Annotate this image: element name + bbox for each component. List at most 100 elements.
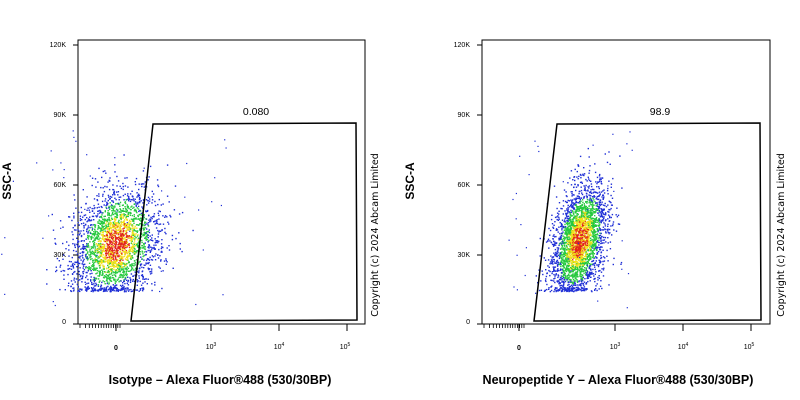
event-dot (565, 228, 567, 230)
event-dot (584, 220, 586, 223)
event-dot (561, 259, 563, 261)
event-dot (80, 223, 83, 225)
event-dot (92, 237, 94, 239)
event-dot (105, 228, 107, 230)
event-dot (125, 268, 127, 270)
event-dot (582, 284, 585, 286)
event-dot (584, 278, 586, 280)
event-dot (141, 245, 143, 247)
event-dot (584, 232, 586, 235)
event-dot (126, 274, 128, 277)
event-dot (89, 255, 91, 257)
event-dot (591, 241, 593, 244)
event-dot (135, 224, 138, 226)
event-dot (162, 215, 164, 217)
event-dot (576, 237, 578, 239)
event-dot (581, 225, 584, 227)
event-dot (562, 281, 565, 283)
event-dot (93, 207, 95, 210)
event-dot (149, 256, 151, 259)
event-dot (83, 268, 86, 271)
event-dot (586, 235, 588, 238)
event-dot (602, 249, 604, 251)
event-dot (114, 164, 116, 166)
event-dot (124, 238, 126, 241)
event-dot (120, 221, 123, 224)
event-dot (115, 253, 117, 255)
event-dot (105, 227, 107, 229)
event-dot (89, 248, 91, 250)
event-dot (154, 204, 157, 207)
event-dot (128, 237, 130, 239)
event-dot (125, 259, 128, 261)
event-dot (120, 211, 122, 214)
event-dot (113, 240, 115, 242)
event-dot (567, 284, 569, 286)
event-dot (138, 194, 141, 197)
event-dot (585, 238, 588, 240)
event-dot (112, 253, 114, 255)
event-dot (123, 276, 125, 278)
event-dot (112, 245, 114, 248)
event-dot (140, 274, 143, 277)
event-dot (155, 253, 157, 255)
event-dot (139, 213, 141, 216)
event-dot (122, 262, 124, 264)
event-dot (125, 256, 128, 259)
event-dot (126, 270, 128, 272)
event-dot (130, 238, 132, 240)
event-dot (115, 233, 118, 235)
event-dot (73, 289, 75, 291)
event-dot (110, 250, 113, 252)
event-dot (133, 243, 135, 246)
density-scatter (508, 131, 633, 309)
event-dot (151, 283, 153, 285)
event-dot (90, 220, 92, 222)
event-dot (112, 237, 114, 239)
event-dot (95, 243, 98, 245)
event-dot (581, 213, 583, 216)
event-dot (565, 233, 567, 235)
event-dot (580, 225, 582, 228)
event-dot (171, 234, 174, 237)
event-dot (590, 248, 592, 251)
event-dot (592, 273, 594, 275)
event-dot (108, 231, 111, 233)
event-dot (588, 169, 591, 172)
event-dot (99, 259, 102, 261)
event-dot (589, 226, 591, 228)
event-dot (122, 235, 124, 237)
event-dot (148, 198, 151, 200)
event-dot (136, 224, 138, 226)
event-dot (550, 255, 552, 257)
plot-frame (481, 39, 771, 325)
event-dot (140, 183, 143, 185)
event-dot (125, 251, 127, 254)
event-dot (571, 202, 574, 204)
event-dot (552, 266, 554, 268)
event-dot (554, 248, 557, 251)
event-dot (79, 267, 81, 269)
event-dot (591, 260, 593, 263)
event-dot (586, 265, 589, 268)
event-dot (112, 265, 114, 267)
event-dot (122, 275, 124, 277)
event-dot (118, 265, 121, 267)
event-dot (147, 246, 149, 248)
event-dot (137, 205, 140, 208)
event-dot (102, 187, 104, 189)
event-dot (116, 264, 118, 266)
event-dot (112, 256, 114, 258)
event-dot (109, 265, 112, 268)
event-dot (59, 266, 61, 268)
event-dot (98, 212, 101, 214)
event-dot (84, 289, 87, 291)
event-dot (139, 289, 142, 291)
event-dot (598, 219, 601, 221)
event-dot (77, 221, 79, 224)
event-dot (151, 190, 153, 193)
event-dot (570, 191, 572, 193)
event-dot (137, 244, 139, 247)
event-dot (55, 266, 57, 268)
event-dot (103, 225, 105, 227)
